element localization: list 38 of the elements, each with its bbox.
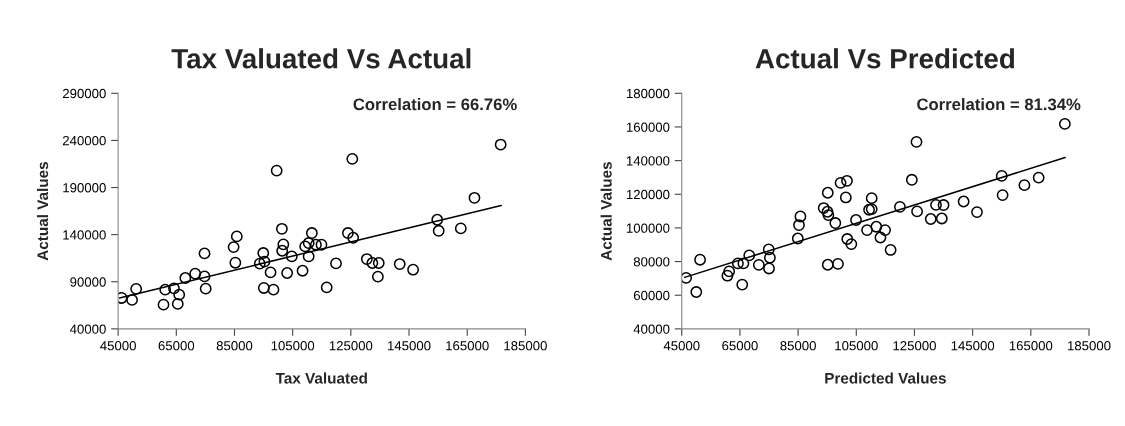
x-tick-label: 105000: [835, 341, 878, 351]
annotation: Correlation = 81.34%: [917, 98, 1081, 111]
x-tick-label: 145000: [951, 341, 995, 351]
y-tick-label: 120000: [626, 189, 670, 200]
x-axis-title: Predicted Values: [825, 372, 946, 384]
y-tick-label: 40000: [633, 324, 670, 334]
y-tick-label: 40000: [69, 324, 106, 334]
x-axis-title: Tax Valuated: [275, 372, 367, 384]
chart-title: Actual Vs Predicted: [755, 48, 1014, 69]
y-tick-label: 290000: [62, 88, 106, 99]
y-tick-label: 240000: [62, 135, 106, 146]
x-tick-label: 185000: [1067, 341, 1111, 351]
x-tick-label: 125000: [329, 341, 373, 351]
x-tick-label: 185000: [504, 341, 547, 351]
y-tick-label: 60000: [633, 290, 670, 301]
x-tick-label: 65000: [158, 341, 195, 351]
chart-title: Tax Valuated Vs Actual: [171, 48, 471, 69]
y-axis-title: Actual Values: [36, 162, 49, 261]
y-axis-title: Actual Values: [600, 162, 612, 261]
y-tick-label: 190000: [63, 183, 106, 193]
x-tick-label: 125000: [893, 341, 936, 351]
x-tick-label: 165000: [446, 341, 489, 351]
y-tick-label: 160000: [626, 122, 670, 132]
x-tick-label: 165000: [1009, 341, 1053, 351]
y-tick-label: 90000: [70, 277, 106, 287]
y-tick-label: 140000: [63, 230, 106, 240]
x-tick-label: 145000: [388, 341, 431, 351]
x-tick-label: 45000: [663, 341, 700, 351]
y-tick-label: 100000: [626, 223, 670, 233]
x-tick-label: 105000: [271, 341, 315, 351]
x-tick-label: 45000: [100, 341, 136, 351]
y-tick-label: 140000: [626, 156, 670, 166]
x-tick-label: 85000: [216, 341, 253, 351]
x-tick-label: 85000: [780, 341, 816, 351]
y-tick-label: 80000: [633, 257, 670, 267]
annotation: Correlation = 66.76%: [353, 98, 517, 111]
x-tick-label: 65000: [722, 341, 758, 351]
y-tick-label: 180000: [626, 88, 670, 99]
